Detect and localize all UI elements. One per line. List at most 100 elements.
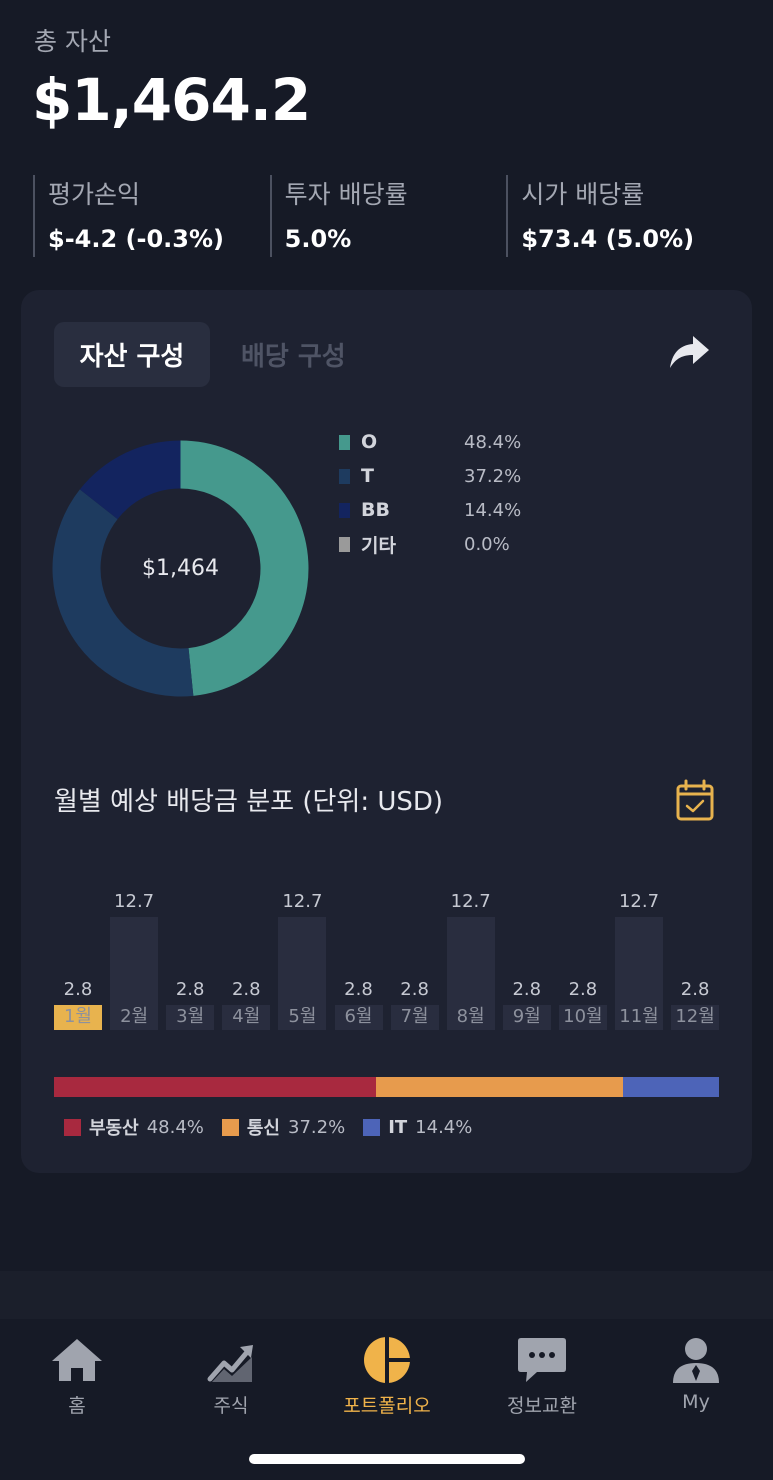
- stat-unrealized-pnl: 평가손익 $-4.2 (-0.3%): [33, 175, 270, 257]
- tab-asset-composition[interactable]: 자산 구성: [54, 322, 210, 387]
- bar-value-label: 2.8: [175, 979, 205, 1001]
- legend-name: 기타: [361, 534, 396, 557]
- nav-label: 정보교환: [507, 1395, 577, 1417]
- donut-slice-bb: [79, 440, 181, 520]
- stat-label: 평가손익: [48, 180, 141, 209]
- monthly-dividend-title: 월별 예상 배당금 분포 (단위: USD): [54, 787, 444, 817]
- legend-pct: 14.4%: [464, 499, 522, 521]
- bar-value-label: 12.7: [450, 891, 491, 912]
- donut-center-total: $1,464: [142, 556, 219, 581]
- chat-bubble-icon: [518, 1338, 566, 1382]
- month-label: 11월: [619, 1006, 659, 1027]
- bottom-nav: 홈 주식 포트폴리오 정보교환: [0, 1319, 773, 1480]
- month-label: 2월: [120, 1006, 149, 1027]
- legend-name: O: [361, 431, 378, 453]
- stock-chart-icon: [207, 1345, 253, 1382]
- month-label: 4월: [232, 1006, 261, 1027]
- bar-rect: [615, 917, 663, 1030]
- nav-item-exchange[interactable]: 정보교환: [477, 1335, 607, 1418]
- bar-month-6: 2.8: [334, 845, 383, 1030]
- month-label: 5월: [288, 1006, 317, 1027]
- month-label: 8월: [456, 1006, 485, 1027]
- total-assets-label: 총 자산: [34, 27, 111, 56]
- legend-pct: 48.4%: [464, 431, 522, 453]
- month-label: 7월: [400, 1006, 429, 1027]
- bar-value-label: 2.8: [568, 979, 598, 1001]
- nav-item-home[interactable]: 홈: [12, 1335, 142, 1418]
- summary-stats: 평가손익 $-4.2 (-0.3%) 투자 배당률 5.0% 시가 배당률 $7…: [33, 175, 743, 257]
- month-label: 3월: [176, 1006, 205, 1027]
- user-icon: [673, 1338, 719, 1383]
- bar-rect: [110, 917, 159, 1030]
- legend-row-bb: BB 14.4%: [339, 493, 579, 527]
- total-assets-value: $1,464.2: [32, 66, 311, 134]
- sector-swatch: [363, 1118, 381, 1136]
- bar-rect: [558, 1005, 607, 1030]
- bar-value-label: 12.7: [618, 891, 660, 912]
- bar-month-12: 2.8: [671, 845, 720, 1030]
- sector-name: IT: [388, 1116, 408, 1138]
- bar-value-label: 12.7: [114, 891, 155, 912]
- holdings-legend: O 48.4% T 37.2% BB 14.4% 기타 0.0%: [339, 425, 579, 561]
- sector-legend: 부동산 48.4% 통신 37.2% IT 14.4%: [64, 1114, 490, 1140]
- bar-value-label: 12.7: [282, 891, 323, 912]
- bar-value-label: 2.8: [63, 979, 93, 1001]
- bar-value-label: 2.8: [680, 979, 710, 1001]
- legend-pct: 0.0%: [464, 533, 510, 555]
- nav-item-my[interactable]: My: [631, 1335, 761, 1413]
- sector-pct: 37.2%: [288, 1116, 346, 1138]
- nav-label: 주식: [213, 1395, 249, 1417]
- stat-market-yield: 시가 배당률 $73.4 (5.0%): [506, 175, 743, 257]
- tab-dividend-composition[interactable]: 배당 구성: [241, 342, 346, 372]
- portfolio-card: 자산 구성 배당 구성 $1,464 O 48.4% T 37.2% BB 14…: [21, 290, 752, 1173]
- bar-month-10: 2.8: [558, 845, 607, 1030]
- sector-name: 통신: [246, 1118, 280, 1139]
- sector-segment: [54, 1077, 376, 1097]
- bar-rect: [390, 1005, 439, 1030]
- calendar-check-icon[interactable]: [675, 779, 715, 823]
- share-arrow-icon[interactable]: [667, 332, 711, 372]
- month-label: 10월: [563, 1006, 603, 1027]
- bar-value-label: 2.8: [231, 979, 261, 1001]
- legend-row-other: 기타 0.0%: [339, 527, 579, 561]
- bar-value-label: 2.8: [344, 979, 373, 1001]
- bar-value-label: 2.8: [512, 979, 542, 1001]
- bar-month-4: 2.8: [222, 845, 271, 1030]
- legend-pct: 37.2%: [464, 465, 522, 487]
- month-label: 6월: [344, 1006, 373, 1027]
- sector-swatch: [64, 1118, 81, 1136]
- home-icon: [52, 1339, 102, 1381]
- sector-pct: 14.4%: [415, 1116, 473, 1138]
- sector-swatch: [221, 1118, 239, 1136]
- bar-rect: [334, 1005, 383, 1030]
- stat-value: $-4.2 (-0.3%): [48, 225, 224, 253]
- legend-row-o: O 48.4%: [339, 425, 579, 459]
- stat-label: 투자 배당률: [284, 180, 408, 209]
- sector-allocation-bar: [54, 1077, 719, 1097]
- holdings-donut-chart: [52, 440, 309, 697]
- bar-month-5: 12.7: [278, 845, 327, 1030]
- sector-segment: [623, 1077, 719, 1097]
- sector-pct: 48.4%: [146, 1116, 204, 1138]
- sector-item-telecom: 통신 37.2%: [221, 1114, 346, 1140]
- nav-label: My: [682, 1391, 710, 1413]
- donut-slice-t: [52, 489, 194, 697]
- bar-rect: [671, 1005, 720, 1030]
- legend-swatch: [339, 468, 350, 484]
- nav-item-stocks[interactable]: 주식: [166, 1335, 296, 1418]
- pie-chart-icon: [364, 1337, 410, 1383]
- nav-label: 홈: [68, 1395, 86, 1417]
- legend-name: T: [361, 465, 374, 487]
- month-label: 9월: [512, 1006, 541, 1027]
- nav-label: 포트폴리오: [343, 1395, 431, 1417]
- sector-item-it: IT 14.4%: [363, 1117, 472, 1138]
- bar-month-9: 2.8: [502, 845, 551, 1030]
- bar-rect: [446, 917, 495, 1030]
- bar-rect: [166, 1005, 215, 1030]
- sector-item-real-estate: 부동산 48.4%: [64, 1114, 204, 1140]
- nav-item-portfolio[interactable]: 포트폴리오: [322, 1335, 452, 1418]
- home-indicator: [249, 1454, 525, 1464]
- legend-swatch: [339, 434, 350, 450]
- bar-rect: [222, 1005, 271, 1030]
